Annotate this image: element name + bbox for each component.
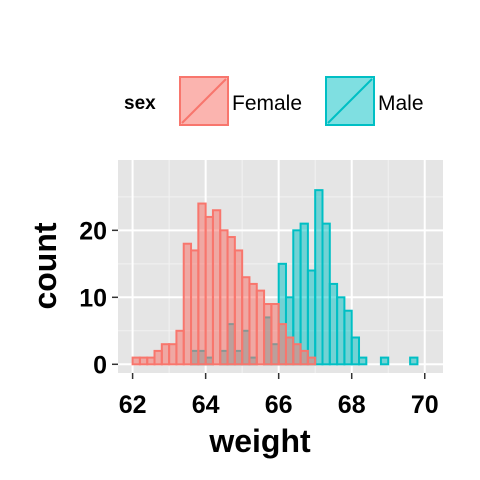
x-tick-label: 68 xyxy=(338,391,366,419)
female-bar xyxy=(226,236,236,366)
male-bar xyxy=(299,222,309,366)
male-bar xyxy=(409,356,419,366)
female-bar xyxy=(263,303,273,366)
x-tick-label: 64 xyxy=(192,391,220,419)
female-bar xyxy=(175,329,185,366)
female-bar xyxy=(270,303,280,366)
y-tick-label: 20 xyxy=(79,217,107,245)
female-bar xyxy=(233,249,244,366)
male-bar xyxy=(321,222,331,366)
legend-title: sex xyxy=(124,93,156,114)
female-bar xyxy=(153,349,163,366)
female-bar xyxy=(204,215,214,366)
y-axis-title: count xyxy=(27,222,63,309)
x-tick-label: 62 xyxy=(119,391,147,419)
female-bar xyxy=(182,242,193,366)
female-bar xyxy=(146,356,156,366)
legend-item-male: Male xyxy=(325,76,424,126)
male-bar xyxy=(379,356,390,366)
female-bar xyxy=(160,343,171,366)
female-bar xyxy=(168,343,178,366)
x-tick-label: 70 xyxy=(411,391,439,419)
legend-label-male: Male xyxy=(378,92,424,115)
female-bars xyxy=(131,202,317,366)
female-bar xyxy=(299,349,309,366)
female-bar xyxy=(306,356,317,366)
female-bar xyxy=(292,343,302,366)
x-tick-label: 66 xyxy=(265,391,293,419)
female-bar xyxy=(190,249,200,366)
male-bar xyxy=(306,269,317,366)
legend-label-female: Female xyxy=(232,92,302,115)
legend-item-female: Female xyxy=(179,76,302,126)
female-bar xyxy=(138,356,149,366)
y-axis-ticks: 0 10 20 xyxy=(79,217,118,379)
female-bar xyxy=(131,356,141,366)
female-bar xyxy=(277,323,287,366)
legend-key-male-slash xyxy=(327,78,373,124)
x-axis-ticks: 62 64 66 68 70 xyxy=(119,373,439,419)
female-bar xyxy=(255,289,266,366)
female-bar xyxy=(284,336,295,366)
y-tick-label: 10 xyxy=(79,284,107,312)
female-bar xyxy=(219,229,229,366)
x-axis-title: weight xyxy=(208,423,311,459)
female-bar xyxy=(241,276,251,366)
male-bar xyxy=(358,356,368,366)
female-bar xyxy=(248,282,258,366)
male-bar xyxy=(328,282,339,366)
female-bar xyxy=(197,202,207,366)
male-bar xyxy=(350,336,361,366)
male-bar xyxy=(314,189,324,366)
male-bar xyxy=(336,296,346,366)
legend: sex Female Male xyxy=(124,76,424,126)
female-bar xyxy=(211,209,222,366)
male-bar xyxy=(343,309,353,366)
legend-key-female-slash xyxy=(181,78,227,124)
y-tick-label: 0 xyxy=(93,351,107,379)
